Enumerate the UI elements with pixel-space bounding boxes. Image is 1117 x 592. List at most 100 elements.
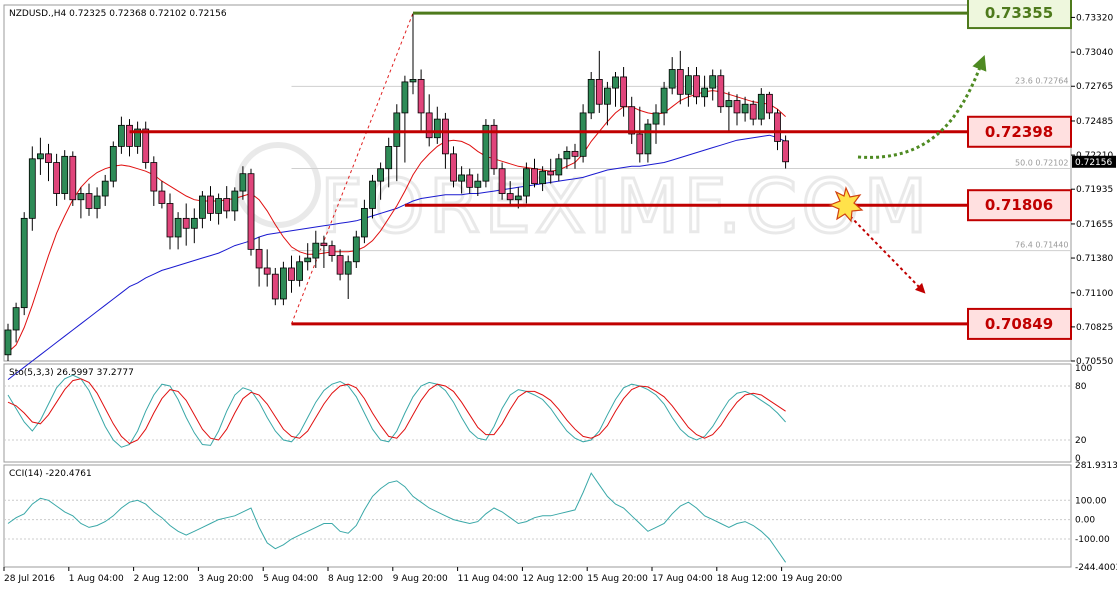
- candle: [101, 174, 109, 206]
- time-tick-label: 17 Aug 04:00: [652, 574, 713, 584]
- time-tick-label: 19 Aug 20:00: [782, 574, 843, 584]
- bullish-candle-body: [652, 112, 660, 125]
- fibonacci-level-label: 23.6 0.72764: [1015, 76, 1068, 85]
- stochastic-tick-label: 0: [1075, 454, 1081, 464]
- candle: [28, 146, 36, 231]
- bearish-candle-body: [717, 75, 725, 108]
- horizontal-levels: 0.73355 0.72398 0.71806 0.70849: [129, 0, 1072, 340]
- price-tick-label: 0.71380: [1076, 254, 1113, 264]
- bullish-candle-body: [279, 267, 287, 300]
- candle: [482, 119, 490, 188]
- candle: [401, 75, 409, 163]
- candle: [709, 69, 717, 101]
- cci-tick-label: -244.4003: [1075, 563, 1117, 573]
- bearish-candle-body: [425, 112, 433, 139]
- bearish-candle-body: [498, 168, 506, 194]
- candle: [61, 150, 69, 200]
- candle: [425, 94, 433, 147]
- bullish-candle-body: [401, 81, 409, 114]
- fibonacci-level-label: 76.4 0.71440: [1015, 241, 1068, 250]
- candle: [466, 168, 474, 194]
- candle: [288, 255, 295, 293]
- candle: [782, 135, 789, 169]
- time-tick-label: 11 Aug 04:00: [458, 574, 519, 584]
- bearish-candle-body: [182, 217, 190, 229]
- time-tick-label: 12 Aug 12:00: [522, 574, 583, 584]
- candle: [450, 146, 457, 188]
- candle: [12, 302, 20, 343]
- bullish-candle-body: [514, 195, 522, 201]
- bullish-candle-body: [174, 217, 182, 238]
- candle: [142, 121, 150, 169]
- candle: [296, 255, 304, 287]
- bearish-candle-body: [450, 153, 457, 182]
- candle: [660, 81, 668, 126]
- cci-label: CCI(14) -220.4761: [9, 469, 92, 479]
- bullish-candle-body: [709, 75, 717, 89]
- candle: [190, 208, 198, 244]
- breakout-burst-icon: [828, 186, 864, 223]
- candle: [344, 255, 352, 299]
- candle: [377, 162, 385, 200]
- stochastic-pane: 100 80 20 0: [4, 364, 1092, 464]
- watermark-text: FOREXIMF.COM: [320, 164, 931, 250]
- bullish-candle-body: [668, 69, 676, 89]
- watermark-globe-icon: [235, 142, 321, 228]
- bullish-candle-body: [93, 195, 101, 209]
- level-support: 0.71806: [404, 189, 1072, 222]
- candle: [93, 187, 101, 219]
- bearish-candle-body: [142, 128, 150, 163]
- candle: [506, 181, 514, 206]
- candle: [644, 119, 652, 163]
- candle: [620, 67, 627, 117]
- bearish-candle-body: [636, 133, 644, 155]
- candle: [369, 174, 376, 219]
- bearish-candle-body: [628, 106, 636, 135]
- candle: [701, 75, 708, 107]
- candle: [166, 193, 174, 250]
- candle: [247, 168, 255, 256]
- candle: [563, 146, 571, 169]
- candle: [612, 71, 619, 107]
- bullish-candle-body: [360, 208, 368, 238]
- bearish-candle-body: [571, 150, 579, 157]
- candle: [312, 230, 320, 268]
- candle: [393, 104, 401, 182]
- bearish-candle-body: [466, 174, 474, 188]
- bullish-candle-body: [4, 329, 12, 356]
- bearish-candle-body: [255, 248, 263, 269]
- fibonacci-level-label: 50.0 0.72102: [1015, 158, 1068, 167]
- candle: [741, 96, 749, 122]
- time-tick-label: 18 Aug 12:00: [717, 574, 778, 584]
- price-tick-label: 0.72765: [1076, 82, 1113, 92]
- candle: [725, 91, 733, 132]
- bearish-candle-body: [320, 242, 328, 247]
- candle: [231, 187, 239, 221]
- level-label-box: [967, 0, 1072, 30]
- candle: [182, 203, 190, 246]
- candle: [198, 191, 206, 229]
- candle: [458, 166, 466, 194]
- stochastic-d-line: [7, 378, 786, 445]
- bearish-candle-body: [271, 273, 279, 300]
- bearish-candle-body: [766, 93, 773, 114]
- candle: [53, 153, 60, 206]
- candle: [207, 186, 214, 221]
- candle: [433, 106, 441, 144]
- bullish-candle-body: [239, 173, 247, 192]
- candle: [652, 104, 660, 144]
- bearish-candle-body: [158, 190, 166, 204]
- candle: [498, 162, 506, 200]
- fibonacci-trendline: [291, 12, 414, 325]
- candle: [271, 267, 279, 306]
- price-tick-label: 0.71100: [1076, 289, 1113, 299]
- bullish-candle-body: [612, 76, 619, 89]
- candle: [174, 212, 182, 250]
- bearish-candle-body: [595, 79, 603, 105]
- bullish-candle-body: [312, 242, 320, 259]
- cci-tick-label: 281.9313: [1075, 461, 1117, 471]
- bullish-candle-body: [587, 79, 595, 114]
- bullish-candle-body: [344, 261, 352, 275]
- current-price-label: 0.72156: [1075, 158, 1112, 168]
